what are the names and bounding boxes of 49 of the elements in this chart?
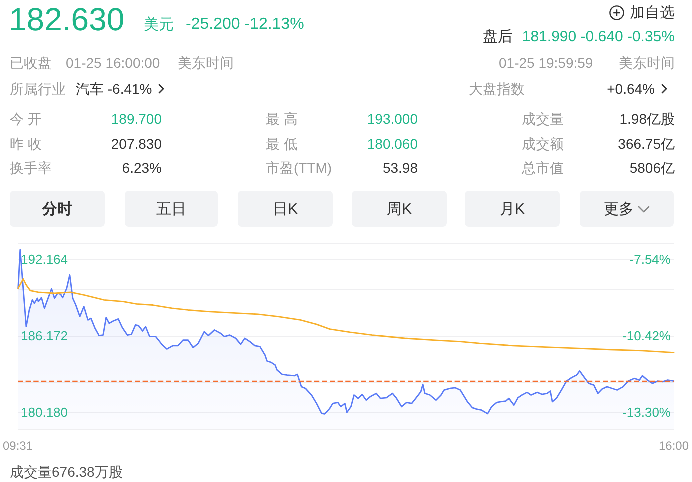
y-tick-label: 192.164 bbox=[21, 252, 68, 267]
tab-button: 日K bbox=[238, 191, 333, 227]
tab-button: 更多 bbox=[580, 191, 674, 227]
y-tick-label: 180.180 bbox=[21, 405, 68, 420]
text: 昨 收 bbox=[10, 135, 42, 152]
text: 成交额 bbox=[522, 135, 564, 152]
text: 193.000 bbox=[367, 110, 418, 128]
y2-tick-label: -7.54% bbox=[630, 252, 672, 267]
text: 已收盘 bbox=[10, 54, 52, 72]
tab-button: 五日 bbox=[125, 191, 218, 227]
text: 市盈(TTM) bbox=[266, 160, 332, 176]
text: 总市值 bbox=[522, 160, 564, 176]
text: 5806亿 bbox=[630, 160, 675, 176]
x-tick-label: 16:00 bbox=[658, 439, 690, 453]
text: 美东时间 bbox=[619, 54, 675, 72]
text: 最 低 bbox=[266, 135, 298, 152]
text: 成交量 bbox=[522, 110, 564, 128]
line-series bbox=[18, 278, 675, 354]
text: 182.630 bbox=[9, 2, 125, 38]
text: 加自选 bbox=[630, 4, 675, 22]
tab-button: 月K bbox=[465, 191, 560, 227]
x-tick-label: 09:31 bbox=[3, 439, 34, 453]
text: 今 开 bbox=[10, 110, 42, 128]
text: 最 高 bbox=[266, 110, 298, 128]
text: 189.700 bbox=[111, 110, 162, 128]
text: 6.23% bbox=[122, 160, 162, 176]
text: 180.060 bbox=[367, 135, 418, 152]
text: 1.98亿股 bbox=[620, 110, 675, 128]
text: 成交量676.38万股 bbox=[10, 464, 123, 480]
text: 美东时间 bbox=[178, 54, 234, 72]
tab-button: 周K bbox=[352, 191, 447, 227]
text: 366.75亿 bbox=[618, 135, 675, 152]
text: 换手率 bbox=[10, 160, 52, 176]
y-tick-label: 186.172 bbox=[21, 328, 68, 344]
y2-tick-label: -13.30% bbox=[622, 405, 672, 420]
text: 01-25 19:59:59 bbox=[499, 54, 594, 72]
text: 大盘指数 bbox=[469, 80, 525, 98]
tab-button: 分时 bbox=[10, 191, 105, 227]
text: 181.990 -0.640 -0.35% bbox=[522, 28, 675, 46]
text: +0.64% bbox=[607, 80, 655, 98]
text: 207.830 bbox=[111, 135, 162, 152]
text: 汽车 -6.41% bbox=[76, 80, 152, 98]
text: 53.98 bbox=[382, 160, 418, 176]
text: 美元 bbox=[144, 16, 174, 34]
y2-tick-label: -10.42% bbox=[622, 328, 672, 344]
text: 盘后 bbox=[483, 28, 513, 46]
text: -25.200 -12.13% bbox=[186, 16, 304, 34]
text: 所属行业 bbox=[10, 80, 66, 98]
text: 01-25 16:00:00 bbox=[66, 54, 160, 72]
